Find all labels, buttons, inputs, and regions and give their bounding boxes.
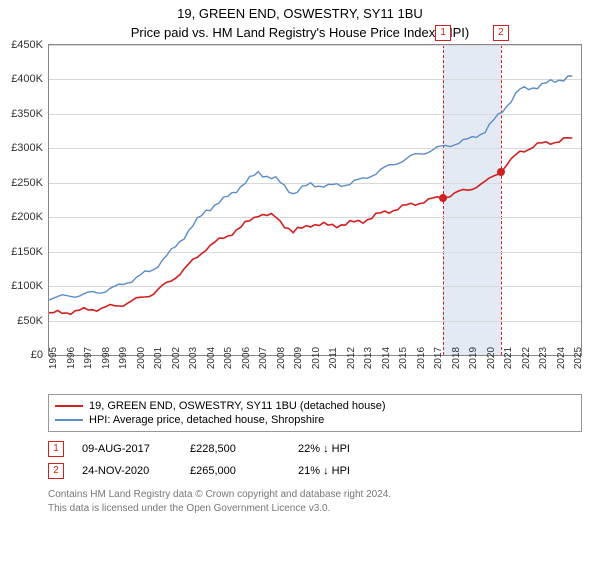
legend-label: HPI: Average price, detached house, Shro…	[89, 414, 324, 426]
x-axis-label: 2009	[293, 347, 304, 369]
x-axis-label: 2007	[258, 347, 269, 369]
series-line	[49, 76, 572, 300]
y-axis-label: £400K	[11, 73, 43, 85]
transaction-price: £228,500	[190, 443, 280, 455]
legend-item: HPI: Average price, detached house, Shro…	[55, 413, 575, 427]
y-axis-label: £100K	[11, 280, 43, 292]
x-axis-label: 2021	[503, 347, 514, 369]
x-axis-label: 2005	[223, 347, 234, 369]
transaction-dot	[497, 168, 505, 176]
title-sub: Price paid vs. HM Land Registry's House …	[0, 25, 600, 40]
x-axis-label: 2011	[328, 347, 339, 369]
x-axis-label: 2025	[573, 347, 584, 369]
footer-text: Contains HM Land Registry data © Crown c…	[48, 488, 582, 515]
x-axis-label: 2023	[538, 347, 549, 369]
legend-label: 19, GREEN END, OSWESTRY, SY11 1BU (detac…	[89, 400, 386, 412]
x-axis-label: 2015	[398, 347, 409, 369]
x-axis-label: 2006	[241, 347, 252, 369]
transaction-delta: 22% ↓ HPI	[298, 443, 388, 455]
y-axis-label: £350K	[11, 108, 43, 120]
transaction-date: 09-AUG-2017	[82, 443, 172, 455]
x-axis-label: 1999	[118, 347, 129, 369]
transaction-date: 24-NOV-2020	[82, 465, 172, 477]
plot-area: £0£50K£100K£150K£200K£250K£300K£350K£400…	[48, 44, 582, 356]
x-axis-label: 2019	[468, 347, 479, 369]
transaction-dot	[439, 194, 447, 202]
legend-item: 19, GREEN END, OSWESTRY, SY11 1BU (detac…	[55, 399, 575, 413]
x-axis-label: 2000	[136, 347, 147, 369]
x-axis-label: 2017	[433, 347, 444, 369]
x-axis-label: 2013	[363, 347, 374, 369]
x-axis-label: 2016	[416, 347, 427, 369]
y-axis-label: £50K	[17, 315, 43, 327]
x-axis-label: 1995	[48, 347, 59, 369]
x-axis-label: 2002	[171, 347, 182, 369]
x-axis-labels: 1995199619971998199920002001200220032004…	[48, 356, 582, 384]
transaction-row: 2 24-NOV-2020 £265,000 21% ↓ HPI	[48, 460, 582, 482]
y-axis-label: £300K	[11, 142, 43, 154]
x-axis-label: 2004	[206, 347, 217, 369]
transaction-row: 1 09-AUG-2017 £228,500 22% ↓ HPI	[48, 438, 582, 460]
y-axis-label: £450K	[11, 39, 43, 51]
x-axis-label: 2024	[556, 347, 567, 369]
x-axis-label: 2018	[451, 347, 462, 369]
x-axis-label: 2001	[153, 347, 164, 369]
x-axis-label: 2010	[311, 347, 322, 369]
x-axis-label: 1996	[66, 347, 77, 369]
footer-line: This data is licensed under the Open Gov…	[48, 502, 582, 516]
legend-swatch	[55, 419, 83, 421]
y-axis-label: £0	[31, 349, 43, 361]
marker-box: 1	[435, 25, 451, 41]
y-axis-label: £150K	[11, 246, 43, 258]
marker-box: 2	[493, 25, 509, 41]
x-axis-label: 2014	[381, 347, 392, 369]
transaction-table: 1 09-AUG-2017 £228,500 22% ↓ HPI 2 24-NO…	[48, 438, 582, 482]
x-axis-label: 2003	[188, 347, 199, 369]
x-axis-label: 1998	[101, 347, 112, 369]
transaction-id-box: 2	[48, 463, 64, 479]
legend-box: 19, GREEN END, OSWESTRY, SY11 1BU (detac…	[48, 394, 582, 432]
x-axis-label: 1997	[83, 347, 94, 369]
legend-swatch	[55, 405, 83, 407]
x-axis-label: 2008	[276, 347, 287, 369]
chart-area: £0£50K£100K£150K£200K£250K£300K£350K£400…	[48, 44, 582, 384]
transaction-id-box: 1	[48, 441, 64, 457]
x-axis-label: 2022	[521, 347, 532, 369]
y-axis-label: £250K	[11, 177, 43, 189]
x-axis-label: 2012	[346, 347, 357, 369]
series-line	[49, 138, 572, 314]
y-axis-label: £200K	[11, 211, 43, 223]
transaction-delta: 21% ↓ HPI	[298, 465, 388, 477]
chart-titles: 19, GREEN END, OSWESTRY, SY11 1BU Price …	[0, 6, 600, 40]
title-main: 19, GREEN END, OSWESTRY, SY11 1BU	[0, 6, 600, 21]
footer-line: Contains HM Land Registry data © Crown c…	[48, 488, 582, 502]
transaction-price: £265,000	[190, 465, 280, 477]
x-axis-label: 2020	[486, 347, 497, 369]
line-series-svg	[49, 45, 581, 355]
